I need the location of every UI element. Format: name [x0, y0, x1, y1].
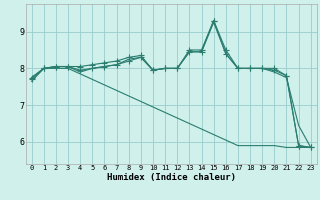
X-axis label: Humidex (Indice chaleur): Humidex (Indice chaleur) — [107, 173, 236, 182]
